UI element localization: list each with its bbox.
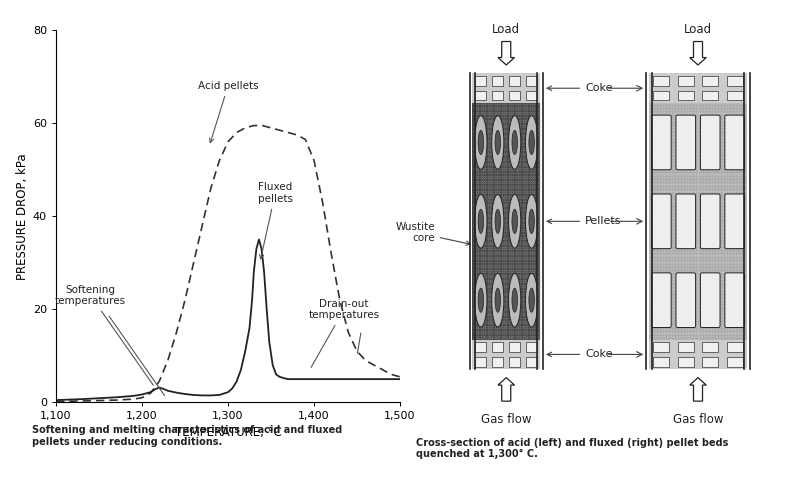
FancyBboxPatch shape [701,115,720,170]
Ellipse shape [492,116,504,170]
FancyBboxPatch shape [676,194,695,248]
Ellipse shape [509,273,521,327]
Bar [654,76,670,86]
Ellipse shape [526,273,538,327]
Bar [526,342,537,352]
Bar [475,342,486,352]
Bar [492,357,503,367]
Bar [702,342,718,352]
Text: Pellets: Pellets [547,216,622,226]
Ellipse shape [474,195,487,248]
Ellipse shape [478,288,484,312]
Bar [492,76,503,86]
Ellipse shape [495,130,501,154]
Bar [654,357,670,367]
Text: Coke: Coke [547,83,613,93]
Text: Acid pellets: Acid pellets [198,81,258,143]
Polygon shape [690,41,706,65]
Text: Load: Load [684,23,712,36]
FancyBboxPatch shape [725,115,745,170]
Bar [475,357,486,367]
Bar [726,342,742,352]
Bar [526,357,537,367]
FancyBboxPatch shape [701,194,720,248]
Bar [510,76,520,86]
Text: Load: Load [492,23,520,36]
Text: Softening and melting characteristics of acid and fluxed
pellets under reducing : Softening and melting characteristics of… [32,425,342,447]
Bar [678,357,694,367]
FancyBboxPatch shape [725,194,745,248]
Ellipse shape [474,273,487,327]
Bar [492,342,503,352]
Bar [472,340,540,369]
Ellipse shape [478,209,484,233]
Ellipse shape [512,130,518,154]
Text: Gas flow: Gas flow [481,413,531,427]
Ellipse shape [512,209,518,233]
FancyBboxPatch shape [676,115,695,170]
Bar [526,76,537,86]
Ellipse shape [492,273,504,327]
Text: Softening
temperatures: Softening temperatures [55,285,154,385]
Ellipse shape [509,195,521,248]
Ellipse shape [474,116,487,170]
Bar [702,91,718,101]
Text: Drain-out
temperatures: Drain-out temperatures [309,299,380,367]
Bar [702,76,718,86]
Bar [678,342,694,352]
Ellipse shape [529,130,534,154]
Bar [726,357,742,367]
Ellipse shape [478,130,484,154]
Bar [472,103,540,340]
Bar [475,76,486,86]
Ellipse shape [512,288,518,312]
Ellipse shape [492,195,504,248]
FancyBboxPatch shape [676,273,695,327]
Bar [649,103,747,340]
Text: Fluxed
pellets: Fluxed pellets [258,182,293,259]
Text: Wustite
core: Wustite core [395,221,470,245]
Bar [678,76,694,86]
FancyBboxPatch shape [725,273,745,327]
Bar [702,357,718,367]
Bar [526,91,537,101]
Text: Gas flow: Gas flow [673,413,723,427]
FancyBboxPatch shape [651,273,671,327]
Ellipse shape [509,116,521,170]
Text: Coke: Coke [547,350,613,360]
Bar [654,342,670,352]
Ellipse shape [495,288,501,312]
Bar [726,91,742,101]
Bar [510,357,520,367]
Bar [649,340,747,369]
Bar [510,91,520,101]
Polygon shape [498,41,514,65]
Ellipse shape [529,288,534,312]
Ellipse shape [526,195,538,248]
Polygon shape [498,378,514,401]
Polygon shape [690,378,706,401]
FancyBboxPatch shape [651,194,671,248]
Bar [726,76,742,86]
FancyBboxPatch shape [701,273,720,327]
Bar [472,73,540,103]
Ellipse shape [495,209,501,233]
Bar [492,91,503,101]
Bar [510,342,520,352]
Ellipse shape [526,116,538,170]
Y-axis label: PRESSURE DROP, kPa: PRESSURE DROP, kPa [16,153,29,280]
X-axis label: TEMPERATURE, °C: TEMPERATURE, °C [174,426,282,439]
Bar [475,91,486,101]
Text: Cross-section of acid (left) and fluxed (right) pellet beds
quenched at 1,300° C: Cross-section of acid (left) and fluxed … [416,438,728,459]
Ellipse shape [529,209,534,233]
FancyBboxPatch shape [651,115,671,170]
Bar [678,91,694,101]
Bar [654,91,670,101]
Bar [649,73,747,103]
